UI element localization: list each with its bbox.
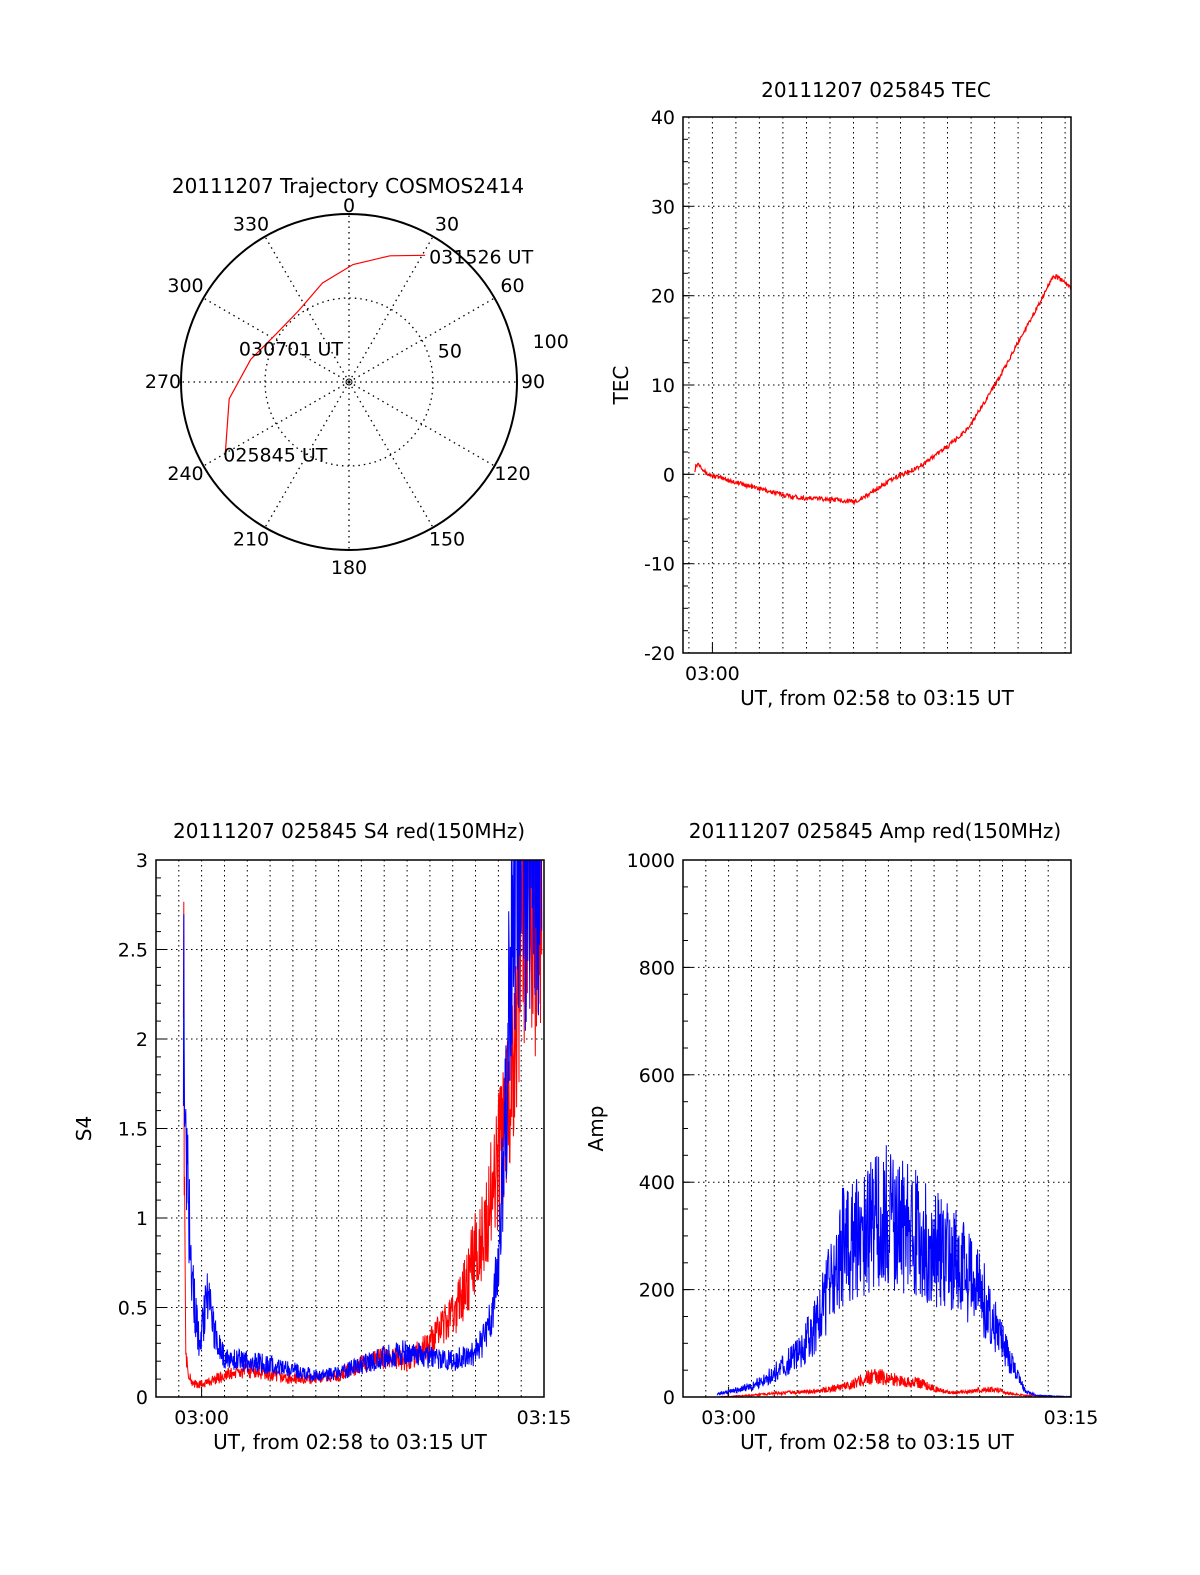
y-tick-label: 1.5 xyxy=(118,1119,148,1141)
azimuth-label: 180 xyxy=(331,557,367,579)
x-tick-label: 03:00 xyxy=(174,1407,229,1429)
y-tick-label: 1000 xyxy=(627,850,675,872)
azimuth-label: 30 xyxy=(435,214,459,236)
polar-spoke xyxy=(264,236,350,383)
y-tick-label: 3 xyxy=(136,850,148,872)
title-trajectory: 20111207 Trajectory COSMOS2414 xyxy=(172,174,524,198)
y-tick-label: 400 xyxy=(639,1172,675,1194)
series-line xyxy=(694,274,1071,506)
annotation-mid: 030701 UT xyxy=(239,338,343,360)
x-axis-label: UT, from 02:58 to 03:15 UT xyxy=(740,686,1015,710)
y-tick-label: 10 xyxy=(651,375,675,397)
panel-tec: 20111207 025845 TEC -20 -10 0 10 20 30 40 03:00… xyxy=(609,78,1072,710)
azimuth-label: 240 xyxy=(167,463,203,485)
y-tick-label: -10 xyxy=(644,554,675,576)
y-tick-label: 1 xyxy=(136,1208,148,1230)
polar-spoke xyxy=(348,381,434,528)
y-tick-label: 40 xyxy=(651,107,675,129)
azimuth-label: 150 xyxy=(429,529,465,551)
polar-center xyxy=(345,378,353,386)
polar-spoke xyxy=(348,297,495,383)
polar-spoke xyxy=(348,381,495,467)
x-tick-label: 03:00 xyxy=(685,663,740,685)
polar-ring-100 xyxy=(180,213,518,551)
trajectory-line xyxy=(224,254,426,454)
plot-frame xyxy=(682,859,1072,1398)
azimuth-label: 120 xyxy=(494,463,530,485)
title-tec: 20111207 025845 TEC xyxy=(761,78,991,102)
azimuth-label: 270 xyxy=(145,371,181,393)
y-tick-label: 600 xyxy=(639,1065,675,1087)
y-axis-label: S4 xyxy=(72,1116,96,1141)
polar-spoke xyxy=(264,381,350,528)
title-s4: 20111207 025845 S4 red(150MHz) xyxy=(173,819,525,843)
ring-label-100: 100 xyxy=(533,331,569,353)
panel-s4: 20111207 025845 S4 red(150MHz) 0 0.5 1 1.5 2… xyxy=(72,819,572,1454)
panel-trajectory: 20111207 Trajectory COSMOS2414 0 30 60 90 12… xyxy=(145,174,569,579)
polar-ring-50 xyxy=(264,297,434,467)
y-tick-label: 30 xyxy=(651,196,675,218)
x-tick-label: 03:15 xyxy=(1044,1407,1099,1429)
ring-label-50: 50 xyxy=(438,340,462,362)
x-axis-label: UT, from 02:58 to 03:15 UT xyxy=(213,1430,488,1454)
y-tick-label: 2 xyxy=(136,1029,148,1051)
y-tick-label: 2.5 xyxy=(118,940,148,962)
annotation-end: 031526 UT xyxy=(429,246,533,268)
y-tick-label: 200 xyxy=(639,1280,675,1302)
y-axis-label: Amp xyxy=(584,1106,608,1152)
series-line xyxy=(182,860,543,1382)
y-tick-label: 0 xyxy=(136,1387,148,1409)
polar-spoke xyxy=(203,297,350,383)
plot-frame xyxy=(682,116,1072,654)
series-line xyxy=(716,1145,1071,1397)
x-tick-label: 03:00 xyxy=(701,1407,756,1429)
polar-spoke xyxy=(348,236,434,383)
title-amp: 20111207 025845 Amp red(150MHz) xyxy=(689,819,1061,843)
azimuth-label: 300 xyxy=(167,275,203,297)
azimuth-label: 210 xyxy=(233,529,269,551)
y-tick-label: -20 xyxy=(644,643,675,665)
azimuth-label: 60 xyxy=(500,275,524,297)
azimuth-label: 0 xyxy=(343,195,355,217)
series-line xyxy=(719,1368,1071,1397)
y-tick-label: 0 xyxy=(663,464,675,486)
polar-spoke xyxy=(203,381,350,467)
annotation-start: 025845 UT xyxy=(223,444,327,466)
y-tick-label: 0 xyxy=(663,1387,675,1409)
x-tick-label: 03:15 xyxy=(517,1407,572,1429)
azimuth-label: 90 xyxy=(521,371,545,393)
y-tick-label: 0.5 xyxy=(118,1298,148,1320)
y-tick-label: 800 xyxy=(639,957,675,979)
plot-frame xyxy=(155,859,545,1398)
x-axis-label: UT, from 02:58 to 03:15 UT xyxy=(740,1430,1015,1454)
azimuth-label: 330 xyxy=(233,214,269,236)
panel-amp: 20111207 025845 Amp red(150MHz) 0 200 400 6… xyxy=(584,819,1098,1454)
y-axis-label: TEC xyxy=(609,366,633,406)
y-tick-label: 20 xyxy=(651,286,675,308)
